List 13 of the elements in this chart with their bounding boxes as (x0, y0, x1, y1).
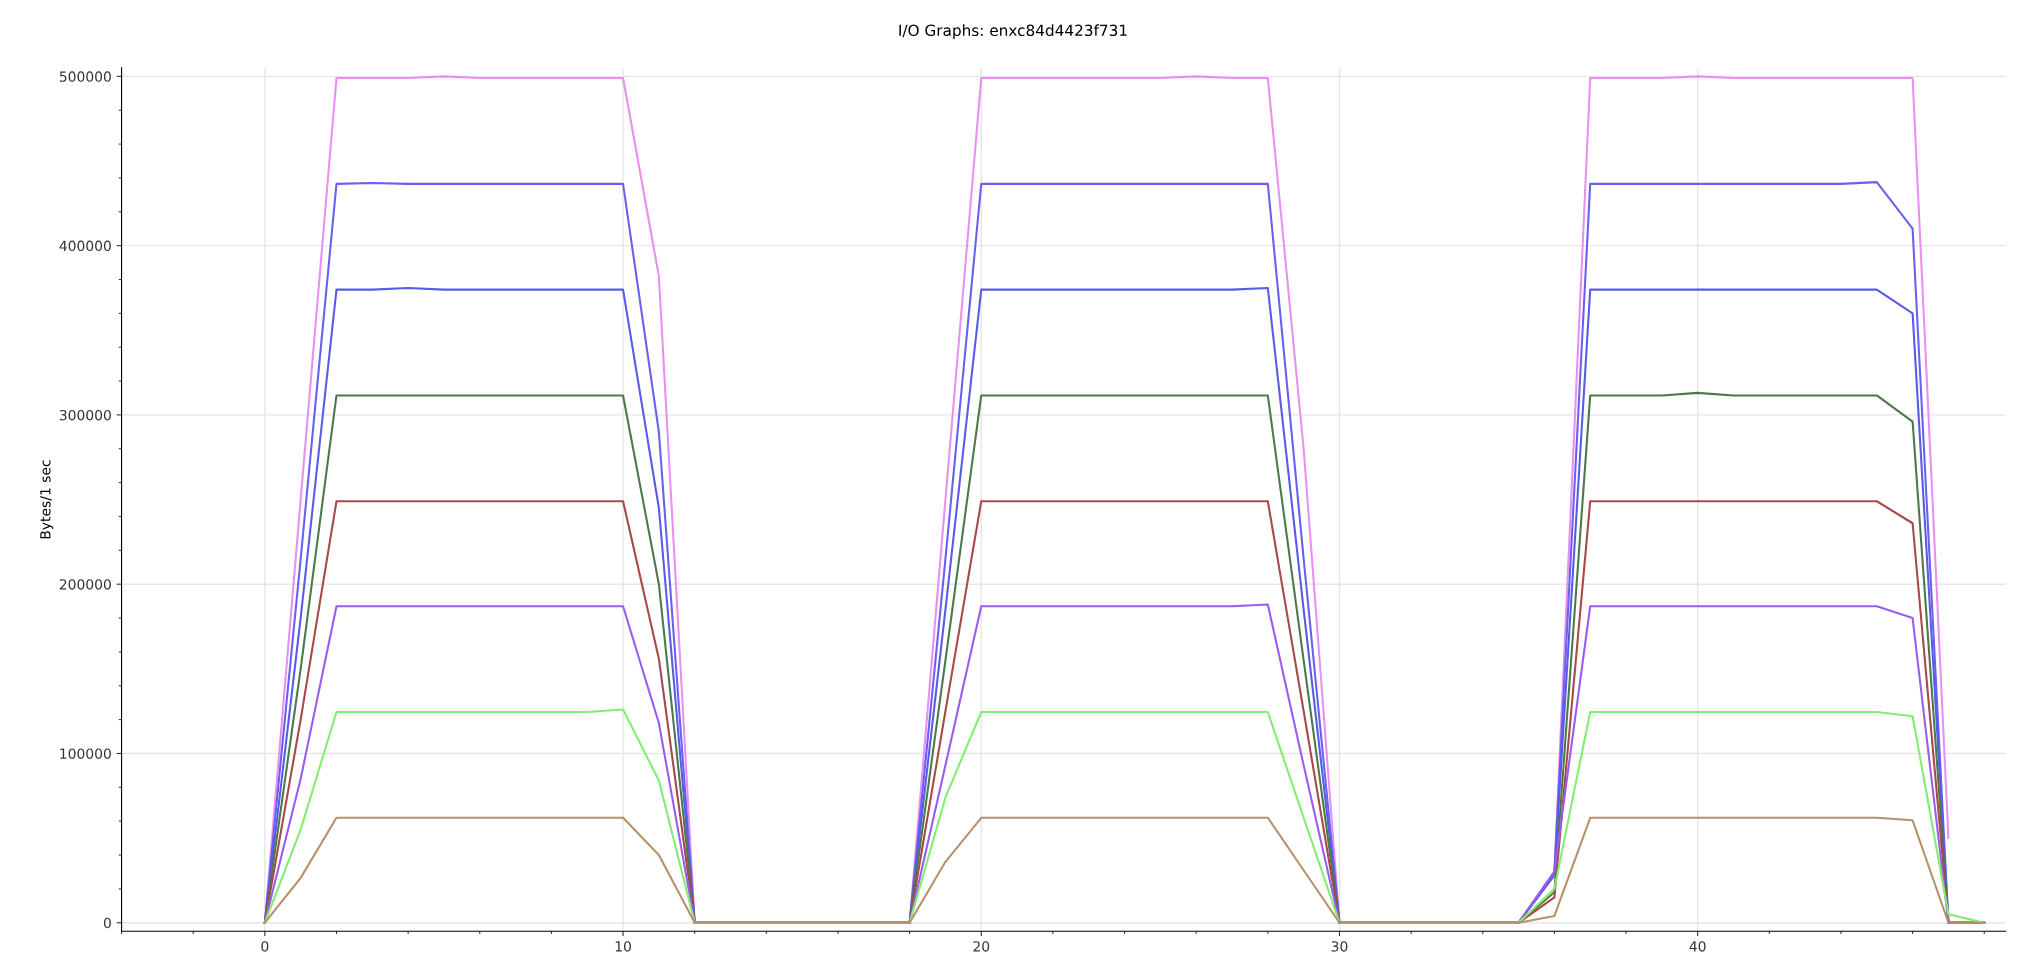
y-tick-label: 100000 (60, 748, 111, 759)
chart-title: I/O Graphs: enxc84d4423f731 (899, 24, 1127, 40)
x-tick-label: 30 (1331, 941, 1348, 952)
y-axis-title: Bytes/1 sec (40, 460, 54, 539)
y-tick-label: 0 (103, 917, 111, 929)
y-tick-label: 400000 (59, 240, 111, 252)
y-tick-label: 500000 (59, 71, 111, 82)
x-tick-label: 0 (261, 941, 269, 952)
y-tick-label: 200000 (59, 579, 111, 590)
x-tick-label: 40 (1689, 941, 1706, 952)
x-tick-label: 20 (973, 941, 990, 952)
x-tick-label: 10 (615, 941, 631, 952)
y-tick-label: 300000 (59, 409, 111, 421)
